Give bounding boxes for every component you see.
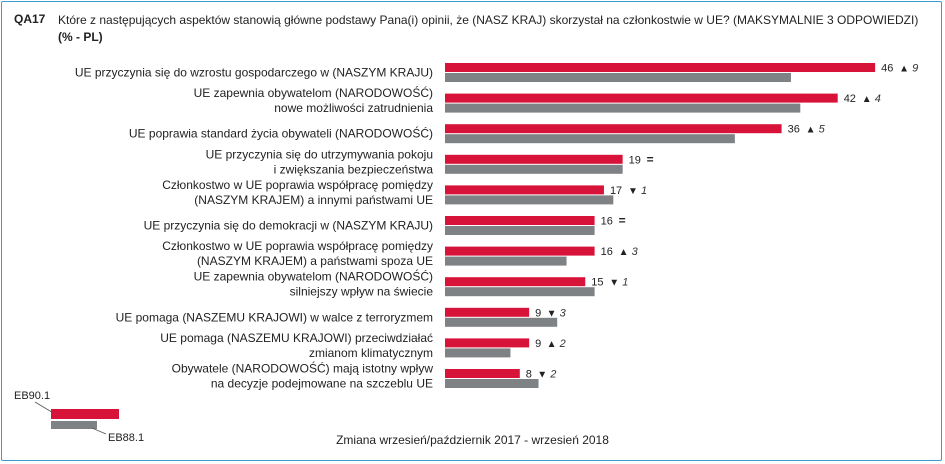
bar-previous-10 <box>445 379 539 388</box>
bars-group: UE przyczynia się do wzrostu gospodarcze… <box>75 63 918 391</box>
value-label-3: 19 <box>629 154 641 166</box>
category-label-2-0: UE poprawia standard życia obywateli (NA… <box>129 126 433 141</box>
bar-previous-7 <box>445 287 595 297</box>
category-label-0-0: UE przyczynia się do wzrostu gospodarcze… <box>75 66 433 80</box>
change-symbol-7: ▼ <box>609 278 619 289</box>
category-label-7-0: UE zapewnia obywatelom (NARODOWOŚĆ) <box>194 269 433 284</box>
bar-previous-4 <box>445 195 614 205</box>
bar-current-7 <box>445 277 586 287</box>
value-label-1: 42 <box>844 93 856 105</box>
bar-previous-3 <box>445 164 623 174</box>
change-value-4: 1 <box>641 185 647 197</box>
change-symbol-2: ▲ <box>806 125 816 136</box>
bar-current-0 <box>445 63 876 72</box>
value-label-10: 8 <box>526 369 532 381</box>
bar-current-4 <box>445 185 604 195</box>
change-value-10: 2 <box>549 369 556 381</box>
question-subtext: (% - PL) <box>58 30 103 44</box>
change-symbol-3: = <box>647 152 654 166</box>
category-label-7-1: silniejszy wpływ na świecie <box>290 285 434 299</box>
bar-current-6 <box>445 246 595 256</box>
category-label-10-0: Obywatele (NARODOWOŚĆ) mają istotny wpły… <box>172 361 434 376</box>
category-label-3-1: i zwiększania bezpieczeństwa <box>274 162 434 176</box>
legend-previous-label: EB88.1 <box>108 432 145 444</box>
category-label-9-0: UE pomaga (NASZEMU KRAJOWI) przeciwdział… <box>160 331 433 345</box>
category-label-1-1: nowe możliwości zatrudnienia <box>274 101 433 115</box>
change-symbol-1: ▲ <box>862 94 872 105</box>
bar-previous-1 <box>445 103 801 113</box>
category-label-4-0: Członkostwo w UE poprawia współpracę pom… <box>162 178 433 192</box>
bar-current-9 <box>445 338 530 348</box>
change-value-9: 2 <box>559 338 566 350</box>
change-symbol-10: ▼ <box>537 370 547 381</box>
value-label-2: 36 <box>788 124 800 136</box>
bar-current-1 <box>445 93 838 103</box>
change-value-1: 4 <box>875 93 881 105</box>
bar-current-5 <box>445 216 595 225</box>
value-label-6: 16 <box>601 246 613 258</box>
question-code: QA17 <box>14 12 46 26</box>
change-symbol-9: ▲ <box>547 339 557 350</box>
value-label-7: 15 <box>591 277 603 289</box>
category-label-8-0: UE pomaga (NASZEMU KRAJOWI) w walce z te… <box>116 310 433 324</box>
bar-previous-8 <box>445 317 558 327</box>
category-label-3-0: UE przyczynia się do utrzymywania pokoju <box>206 147 433 161</box>
bar-previous-6 <box>445 256 567 266</box>
category-label-4-1: (NASZYM KRAJEM) a innymi państwami UE <box>194 193 433 207</box>
value-label-5: 16 <box>601 216 613 228</box>
bar-current-2 <box>445 124 782 134</box>
value-label-8: 9 <box>535 307 541 319</box>
legend-current-label: EB90.1 <box>14 390 51 402</box>
bar-previous-2 <box>445 134 735 144</box>
change-value-7: 1 <box>622 277 628 289</box>
category-label-1-0: UE zapewnia obywatelom (NARODOWOŚĆ) <box>194 85 433 100</box>
category-label-10-1: na decyzje podejmowane na szczeblu UE <box>211 377 433 391</box>
question-text: Które z następujących aspektów stanowią … <box>58 12 928 46</box>
bar-previous-5 <box>445 226 595 235</box>
change-value-2: 5 <box>819 124 826 136</box>
footer-note: Zmiana wrzesień/październik 2017 - wrzes… <box>336 433 609 447</box>
bar-previous-9 <box>445 348 511 358</box>
bar-current-8 <box>445 307 530 317</box>
value-label-4: 17 <box>610 185 622 197</box>
change-symbol-0: ▲ <box>899 64 909 75</box>
bar-previous-0 <box>445 73 791 82</box>
change-symbol-8: ▼ <box>547 308 557 319</box>
change-value-6: 3 <box>632 246 639 258</box>
bar-current-10 <box>445 369 520 378</box>
category-label-6-1: (NASZYM KRAJEM) a państwami spoza UE <box>197 254 433 268</box>
category-label-9-1: zmianom klimatycznym <box>309 346 433 360</box>
change-symbol-4: ▼ <box>628 186 638 197</box>
value-label-0: 46 <box>881 63 893 75</box>
question-main-text: Które z następujących aspektów stanowią … <box>58 13 919 27</box>
category-label-5-0: UE przyczynia się do demokracji w (NASZY… <box>144 219 433 233</box>
category-label-6-0: Członkostwo w UE poprawia współpracę pom… <box>162 239 433 253</box>
change-symbol-5: = <box>619 214 626 228</box>
change-value-0: 9 <box>912 63 918 75</box>
value-label-9: 9 <box>535 338 541 350</box>
change-value-8: 3 <box>560 307 567 319</box>
change-symbol-6: ▲ <box>619 247 629 258</box>
bar-current-3 <box>445 154 623 164</box>
